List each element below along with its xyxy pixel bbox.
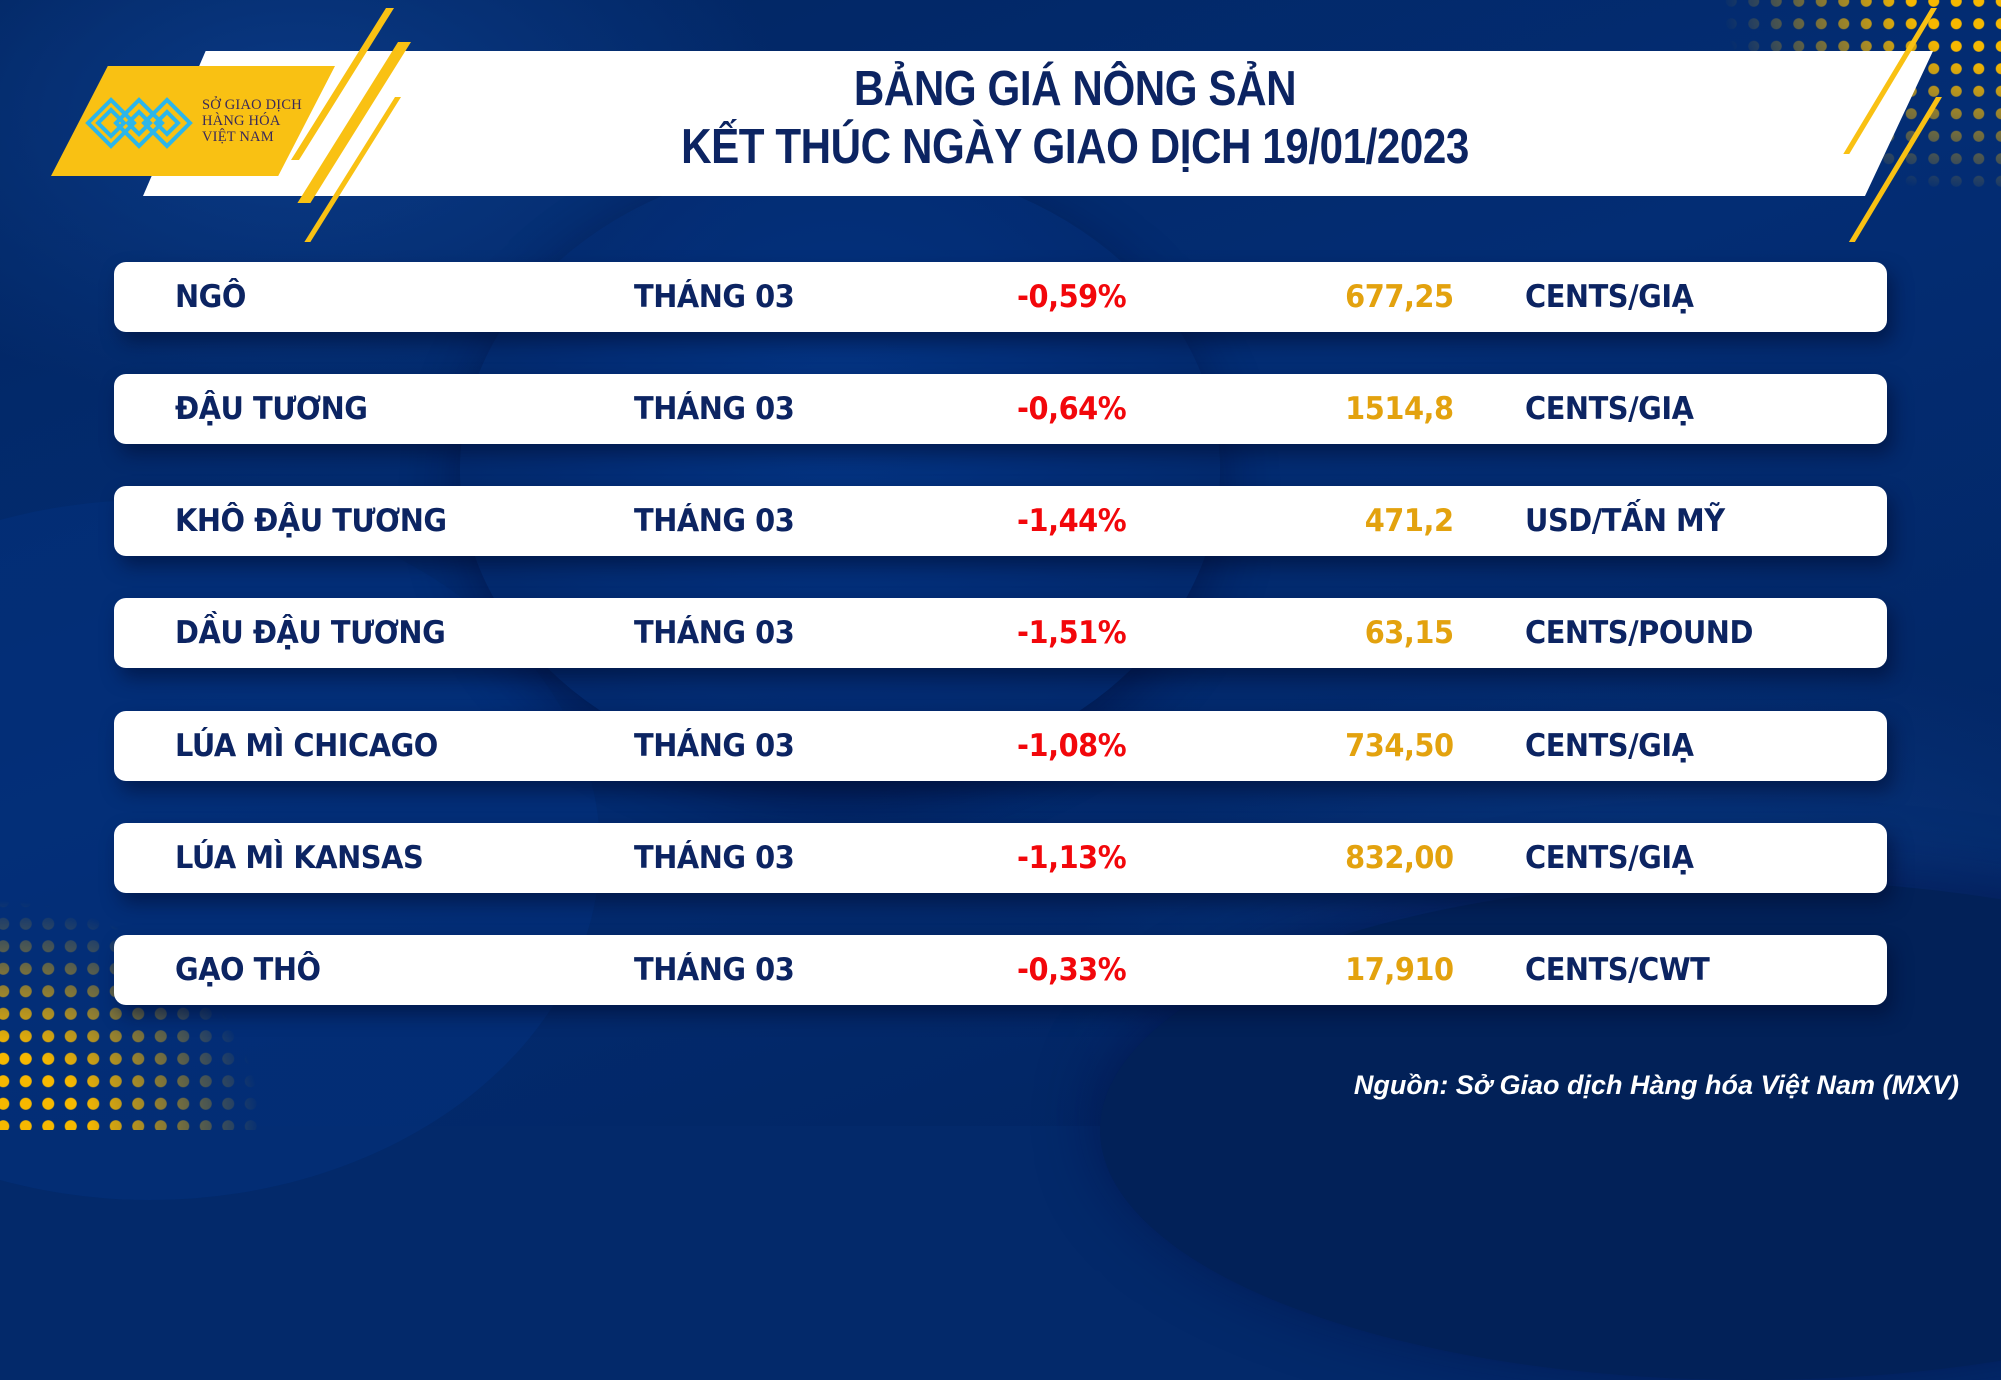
table-row: DẦU ĐẬU TƯƠNG THÁNG 03 -1,51% 63,15 CENT… — [114, 598, 1887, 668]
price-value: 471,2 — [1365, 503, 1454, 539]
price-change: -0,64% — [1017, 391, 1127, 427]
source-note: Nguồn: Sở Giao dịch Hàng hóa Việt Nam (M… — [1353, 1070, 1959, 1100]
contract-month: THÁNG 03 — [634, 615, 795, 651]
decorative-dots — [0, 890, 262, 1130]
contract-month: THÁNG 03 — [634, 840, 795, 876]
table-row: GẠO THÔ THÁNG 03 -0,33% 17,910 CENTS/CWT — [114, 935, 1887, 1005]
table-row: ĐẬU TƯƠNG THÁNG 03 -0,64% 1514,8 CENTS/G… — [114, 374, 1887, 444]
price-value: 63,15 — [1365, 615, 1454, 651]
price-value: 1514,8 — [1345, 391, 1455, 427]
price-unit: CENTS/CWT — [1525, 952, 1710, 988]
background-wave — [460, 160, 1220, 780]
price-value: 832,00 — [1345, 840, 1455, 876]
price-value: 734,50 — [1345, 728, 1455, 764]
price-unit: CENTS/GIẠ — [1525, 279, 1694, 315]
price-unit: USD/TẤN MỸ — [1525, 503, 1725, 539]
contract-month: THÁNG 03 — [634, 279, 795, 315]
price-change: -0,33% — [1017, 952, 1127, 988]
title-line-1: BẢNG GIÁ NÔNG SẢN — [853, 62, 1297, 116]
title-line-2: KẾT THÚC NGÀY GIAO DỊCH 19/01/2023 — [681, 120, 1469, 174]
logo-line: VIỆT NAM — [202, 129, 274, 145]
commodity-name: ĐẬU TƯƠNG — [175, 391, 368, 427]
table-row: LÚA MÌ CHICAGO THÁNG 03 -1,08% 734,50 CE… — [114, 711, 1887, 781]
logo-line: HÀNG HÓA — [202, 113, 281, 129]
commodity-name: GẠO THÔ — [175, 952, 321, 988]
page-title: BẢNG GIÁ NÔNG SẢN KẾT THÚC NGÀY GIAO DỊC… — [470, 60, 1680, 176]
commodity-name: KHÔ ĐẬU TƯƠNG — [175, 503, 447, 539]
table-row: NGÔ THÁNG 03 -0,59% 677,25 CENTS/GIẠ — [114, 262, 1887, 332]
price-unit: CENTS/GIẠ — [1525, 728, 1694, 764]
title-banner — [143, 51, 1933, 196]
price-change: -1,13% — [1017, 840, 1127, 876]
price-unit: CENTS/POUND — [1525, 615, 1753, 651]
logo-text: SỞ GIAO DỊCH HÀNG HÓA VIỆT NAM — [202, 97, 302, 145]
logo-line: SỞ GIAO DỊCH — [202, 97, 302, 113]
price-change: -1,44% — [1017, 503, 1127, 539]
price-change: -1,08% — [1017, 728, 1127, 764]
price-unit: CENTS/GIẠ — [1525, 840, 1694, 876]
table-row: LÚA MÌ KANSAS THÁNG 03 -1,13% 832,00 CEN… — [114, 823, 1887, 893]
commodity-name: DẦU ĐẬU TƯƠNG — [175, 615, 446, 651]
mxv-logo-icon — [85, 97, 193, 149]
price-change: -0,59% — [1017, 279, 1127, 315]
contract-month: THÁNG 03 — [634, 952, 795, 988]
contract-month: THÁNG 03 — [634, 728, 795, 764]
commodity-name: LÚA MÌ KANSAS — [175, 840, 424, 876]
price-unit: CENTS/GIẠ — [1525, 391, 1694, 427]
price-value: 17,910 — [1345, 952, 1455, 988]
commodity-name: LÚA MÌ CHICAGO — [175, 728, 438, 764]
price-value: 677,25 — [1345, 279, 1455, 315]
contract-month: THÁNG 03 — [634, 391, 795, 427]
table-row: KHÔ ĐẬU TƯƠNG THÁNG 03 -1,44% 471,2 USD/… — [114, 486, 1887, 556]
commodity-name: NGÔ — [175, 279, 246, 315]
price-change: -1,51% — [1017, 615, 1127, 651]
contract-month: THÁNG 03 — [634, 503, 795, 539]
